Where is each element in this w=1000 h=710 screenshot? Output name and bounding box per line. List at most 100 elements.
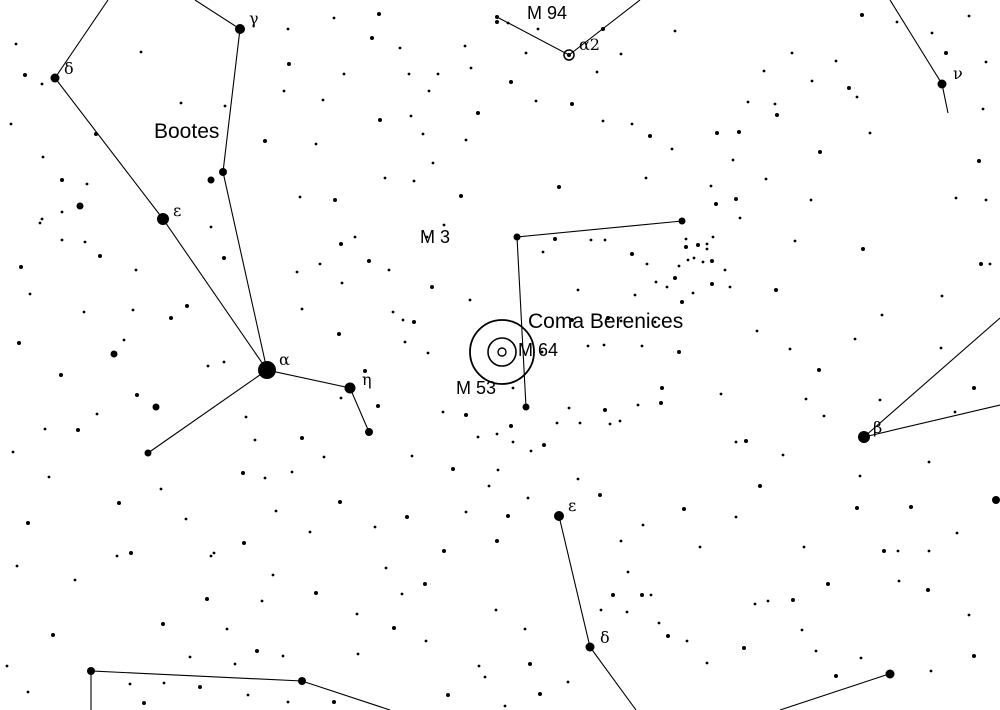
star [619, 52, 623, 56]
star [972, 386, 976, 390]
label-m3: M 3 [420, 227, 450, 247]
star [738, 216, 742, 220]
star [641, 523, 645, 527]
star [691, 291, 695, 295]
star [696, 243, 700, 247]
star [598, 493, 602, 497]
star [734, 515, 738, 519]
star [885, 669, 895, 679]
star [73, 578, 77, 582]
star [424, 639, 428, 643]
star [198, 685, 202, 689]
star [524, 51, 528, 55]
star [992, 496, 1000, 504]
star [981, 107, 985, 111]
star [764, 177, 768, 181]
star [554, 511, 564, 521]
line-top-right [889, 0, 949, 114]
star [50, 73, 60, 83]
star [282, 89, 286, 93]
star [640, 593, 644, 597]
star [339, 396, 343, 400]
star [666, 634, 670, 638]
star [76, 428, 80, 432]
star [370, 36, 374, 40]
star [540, 350, 544, 354]
star [896, 549, 900, 553]
star [333, 198, 337, 202]
star [384, 566, 388, 570]
star [425, 235, 429, 239]
star [858, 474, 862, 478]
star [26, 690, 30, 694]
star [235, 24, 245, 34]
star [618, 419, 622, 423]
star [705, 247, 709, 251]
star [814, 649, 818, 653]
star [392, 626, 396, 630]
star [212, 551, 216, 555]
star [988, 262, 992, 266]
star [246, 693, 250, 697]
star [332, 16, 336, 20]
star [972, 654, 976, 658]
star [659, 401, 663, 405]
star [47, 475, 51, 479]
star [318, 262, 322, 266]
star [822, 414, 826, 418]
star [446, 693, 450, 697]
star [746, 100, 750, 104]
star [555, 421, 559, 425]
star [810, 79, 814, 83]
star [523, 627, 527, 631]
star [734, 440, 738, 444]
star [495, 539, 499, 543]
star [223, 104, 227, 108]
star [878, 398, 882, 402]
label-delta-boo: δ [64, 59, 74, 78]
star [967, 14, 971, 18]
star [719, 392, 723, 396]
star-field [5, 12, 1000, 708]
star [781, 453, 785, 457]
label-m64: M 64 [518, 340, 558, 360]
star [625, 610, 629, 614]
star [529, 449, 533, 453]
star [322, 455, 326, 459]
star [314, 591, 318, 595]
star [705, 661, 709, 665]
star [984, 60, 988, 64]
star [209, 225, 213, 229]
star [858, 431, 870, 443]
star [134, 268, 138, 272]
star [511, 386, 515, 390]
canes-venatici-line [496, 0, 641, 56]
star [619, 539, 623, 543]
star [868, 131, 872, 135]
star [459, 194, 463, 198]
star [51, 633, 55, 637]
star [686, 258, 690, 262]
star [468, 298, 472, 302]
star [162, 681, 166, 685]
star [940, 294, 944, 298]
star [723, 268, 727, 272]
star [909, 505, 913, 509]
star [955, 531, 959, 535]
star [953, 410, 957, 414]
alpha2-symbol [563, 49, 575, 61]
star [409, 114, 413, 118]
line-bottom-right [779, 673, 890, 710]
star [225, 627, 229, 631]
star [442, 549, 446, 553]
star [477, 664, 481, 668]
star [673, 29, 677, 33]
star [144, 449, 152, 457]
star [11, 450, 15, 454]
star [506, 21, 510, 25]
star [142, 701, 146, 705]
star [436, 72, 440, 76]
star [684, 237, 688, 241]
star [469, 66, 473, 70]
star [944, 51, 948, 55]
